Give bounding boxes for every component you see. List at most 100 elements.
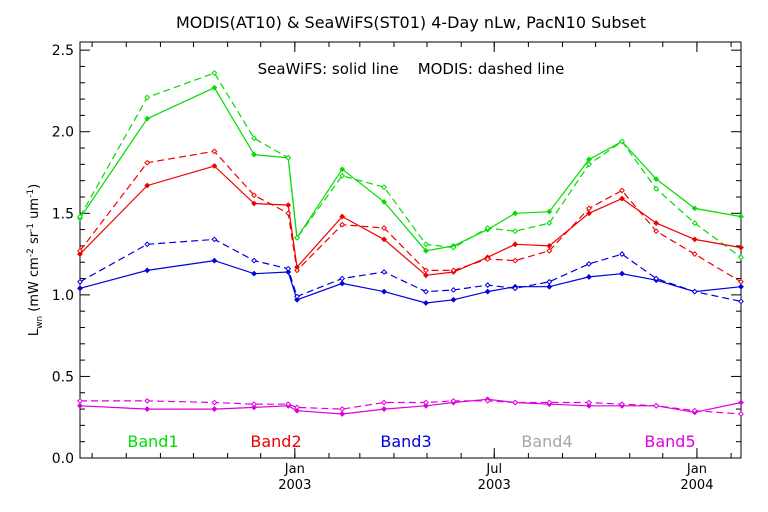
x-tick-label-year: 2004 (680, 478, 713, 493)
band2-seawifs-point (211, 163, 218, 169)
legend-band5: Band5 (644, 432, 695, 451)
y-label-main: L (27, 328, 42, 336)
band2-seawifs-point (144, 182, 151, 189)
band1-modis-point (339, 172, 346, 179)
band2-modis-point (586, 205, 592, 212)
x-tick-label-year: 2003 (278, 478, 311, 493)
band3-seawifs-point (77, 285, 83, 292)
band3-modis-point (586, 260, 592, 267)
x-tick-label-year: 2003 (478, 478, 511, 493)
band3-seawifs-point (484, 288, 491, 295)
legend-band2: Band2 (250, 432, 301, 451)
y-tick-label: 0.0 (52, 451, 74, 467)
band5-modis-point (738, 411, 744, 417)
band1-modis-point (381, 184, 387, 191)
band1-modis-line (79, 72, 742, 258)
band3-seawifs-point (586, 274, 592, 280)
band5-modis-point (691, 407, 698, 414)
band1-modis-point (251, 135, 257, 142)
band3-seawifs-point (738, 283, 744, 290)
band1-seawifs-line (79, 86, 742, 252)
band2-modis-line (79, 150, 742, 283)
band2-modis-point (653, 228, 660, 235)
band2-seawifs-line (79, 165, 742, 276)
band3-seawifs-point (144, 267, 151, 274)
band3-modis-point (381, 269, 387, 275)
y-tick-label: 1.0 (52, 288, 74, 304)
band5-seawifs-point (339, 411, 346, 417)
band3-modis-point (738, 298, 744, 305)
band2-modis-point (211, 148, 218, 155)
band1-seawifs-point (251, 151, 257, 158)
band1-seawifs-point (691, 205, 698, 212)
band5-modis-point (546, 399, 553, 406)
band5-modis-point (144, 397, 151, 404)
band3-seawifs-line (79, 259, 742, 304)
band5-modis-point (77, 397, 83, 404)
band5-modis-point (285, 401, 292, 408)
band2-modis-point (546, 247, 553, 254)
band3-modis-point (423, 288, 429, 295)
band2-seawifs-point (381, 236, 387, 243)
y-axis: 0.0 0.5 1.0 1.5 2.0 2.5 (52, 43, 741, 467)
band2-modis-point (484, 256, 491, 262)
band3-modis-point (294, 293, 300, 300)
band2-modis-point (144, 159, 151, 166)
band3-modis-point (144, 241, 151, 248)
band3-seawifs-point (619, 270, 625, 277)
band1-seawifs-point (423, 247, 429, 254)
band1-modis-point (653, 185, 660, 192)
band2-seawifs-point (339, 213, 346, 220)
y-tick-label: 1.5 (52, 206, 74, 222)
band5-modis-point (294, 404, 300, 411)
band1-seawifs-point (512, 210, 519, 217)
y-label-units-prefix: (mW cm (27, 257, 42, 316)
legend-band1: Band1 (127, 432, 178, 451)
band3-modis-point (512, 285, 519, 292)
band3-modis-point (691, 288, 698, 295)
band3-seawifs-point (423, 300, 429, 306)
y-label-close: ) (27, 184, 42, 189)
band3-seawifs-point (381, 288, 387, 295)
x-tick-label-month: Jan (686, 462, 707, 477)
legend-band4: Band4 (521, 432, 572, 451)
band3-seawifs-point (251, 270, 257, 277)
band5-seawifs-point (211, 406, 218, 412)
band1-modis-point (619, 138, 625, 145)
band1-modis-point (294, 234, 300, 241)
band1-seawifs-point (211, 84, 218, 91)
band1-modis-point (423, 241, 429, 248)
band1-seawifs-point (653, 176, 660, 182)
band3-modis-point (450, 287, 457, 293)
y-label-exp: -2 (26, 248, 36, 257)
line-style-annotation: SeaWiFS: solid line MODIS: dashed line (258, 60, 565, 78)
band1-modis-point (738, 254, 744, 261)
band2-modis-point (450, 267, 457, 274)
band1-seawifs-point (339, 166, 346, 173)
band2-modis-point (619, 187, 625, 194)
band1-modis-point (77, 213, 83, 220)
band1-modis-point (285, 154, 292, 161)
band2-seawifs-point (738, 244, 744, 251)
band2-modis-point (381, 225, 387, 231)
band5-modis-point (586, 399, 592, 406)
band5-seawifs-point (251, 404, 257, 411)
band2-modis-point (691, 251, 698, 257)
legend-band3: Band3 (380, 432, 431, 451)
band2-modis-point (251, 192, 257, 199)
band1-modis-point (450, 244, 457, 251)
chart-title: MODIS(AT10) & SeaWiFS(ST01) 4-Day nLw, P… (176, 13, 646, 32)
band1-modis-point (586, 161, 592, 168)
y-label-exp3: -1 (26, 189, 36, 198)
band5-modis-line (80, 400, 742, 415)
band5-seawifs-point (381, 406, 387, 412)
band1-modis-point (546, 220, 553, 226)
band5-seawifs-point (423, 402, 429, 409)
y-axis-label: Lwn (mW cm-2 sr-1 um-1) (26, 184, 45, 336)
band5-modis-point (512, 399, 519, 406)
band5-seawifs-point (77, 402, 83, 409)
band1-seawifs-point (144, 115, 151, 122)
band3-modis-point (211, 236, 218, 243)
